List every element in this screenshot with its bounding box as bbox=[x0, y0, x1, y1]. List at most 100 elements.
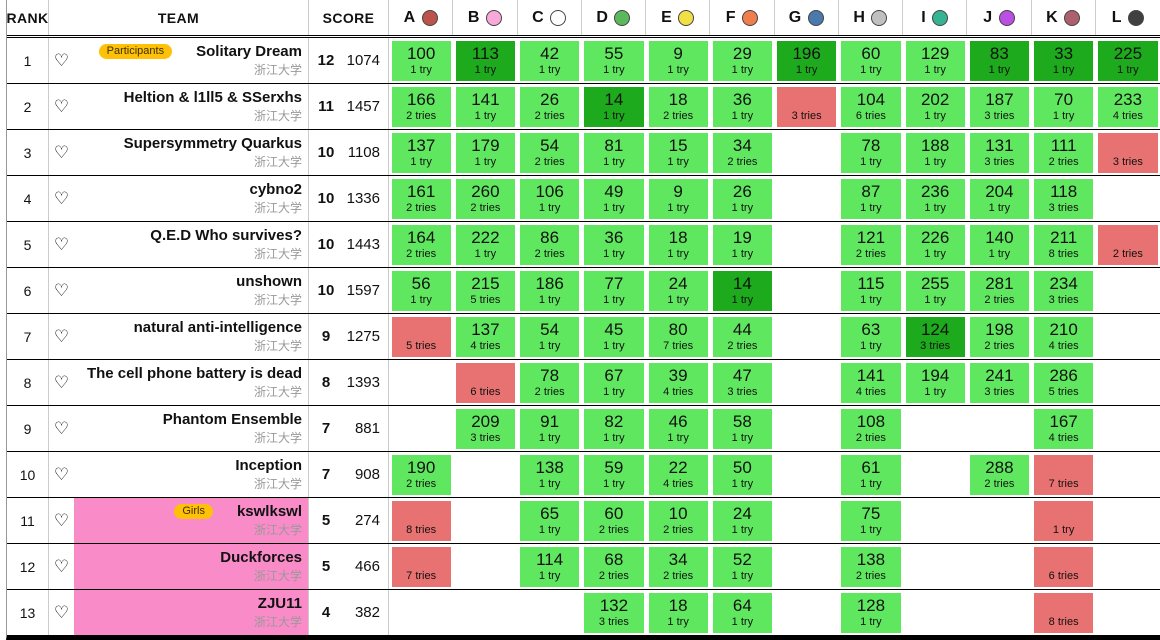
favorite-button[interactable]: ♡ bbox=[53, 419, 70, 438]
tries-count: 1 try bbox=[924, 156, 946, 168]
result-box: 281 2 tries bbox=[969, 270, 1029, 311]
header-problem-f: F bbox=[710, 0, 775, 35]
tries-count: 4 tries bbox=[855, 386, 886, 398]
favorite-button[interactable]: ♡ bbox=[53, 373, 70, 392]
favorite-button[interactable]: ♡ bbox=[53, 557, 70, 576]
team-name: Q.E.D Who survives? bbox=[150, 227, 302, 244]
tries-count: 1 try bbox=[731, 432, 754, 444]
solve-time: 54 bbox=[540, 136, 560, 155]
team-affiliation: 浙江大学 bbox=[253, 339, 302, 353]
result-box: 7 tries bbox=[391, 546, 451, 587]
solve-time: 161 bbox=[406, 182, 436, 201]
favorite-button[interactable]: ♡ bbox=[53, 143, 70, 162]
favorite-button[interactable]: ♡ bbox=[53, 327, 70, 346]
tries-count: 4 tries bbox=[470, 340, 501, 352]
problem-cell-b: 179 1 try bbox=[453, 130, 517, 175]
favorite-cell: ♡ bbox=[49, 38, 74, 83]
favorite-button[interactable]: ♡ bbox=[53, 281, 70, 300]
favorite-button[interactable]: ♡ bbox=[53, 603, 70, 622]
favorite-button[interactable]: ♡ bbox=[53, 189, 70, 208]
solve-time: 204 bbox=[985, 182, 1014, 201]
problem-cell-h: 75 1 try bbox=[839, 498, 903, 543]
team-name-line: unshown bbox=[74, 273, 302, 290]
problem-letter: G bbox=[788, 8, 802, 26]
favorite-button[interactable]: ♡ bbox=[53, 97, 70, 116]
solve-time: 288 bbox=[985, 458, 1014, 477]
result-box: 286 5 tries bbox=[1034, 362, 1094, 403]
result-box: 211 8 tries bbox=[1034, 224, 1094, 265]
problem-cell-a bbox=[389, 360, 453, 405]
team-affiliation: 浙江大学 bbox=[253, 615, 302, 629]
rank-cell: 8 bbox=[7, 360, 49, 405]
team-affiliation: 浙江大学 bbox=[253, 293, 302, 307]
problem-cell-g bbox=[775, 222, 839, 267]
tries-count: 2 tries bbox=[1112, 248, 1143, 260]
problem-cell-g: 196 1 try bbox=[775, 38, 839, 83]
solve-time: 36 bbox=[732, 90, 752, 109]
team-cell: The cell phone battery is dead 浙江大学 bbox=[74, 360, 309, 405]
tries-count: 1 try bbox=[474, 248, 497, 260]
tries-count: 1 try bbox=[731, 616, 754, 628]
solve-time: 70 bbox=[1054, 90, 1074, 109]
favorite-button[interactable]: ♡ bbox=[53, 51, 70, 70]
tries-count: 6 tries bbox=[855, 110, 886, 122]
rank-cell: 1 bbox=[7, 38, 49, 83]
team-name-line: Participants Solitary Dream bbox=[74, 43, 302, 60]
tries-count: 2 tries bbox=[727, 156, 758, 168]
problem-cell-b: 141 1 try bbox=[453, 84, 517, 129]
tries-count: 1 try bbox=[538, 340, 561, 352]
result-box: 60 2 tries bbox=[584, 500, 644, 541]
solve-time: 129 bbox=[920, 44, 950, 63]
problem-cell-l bbox=[1096, 406, 1160, 451]
problem-cell-k: 234 3 tries bbox=[1032, 268, 1096, 313]
solve-time: 15 bbox=[668, 136, 688, 155]
solve-time: 80 bbox=[668, 320, 688, 339]
tries-count: 1 try bbox=[731, 110, 754, 122]
problem-cell-e: 18 1 try bbox=[646, 222, 710, 267]
team-name-line: Inception bbox=[74, 457, 302, 474]
solve-time: 124 bbox=[920, 320, 950, 339]
score-cell: 10 1108 bbox=[309, 130, 389, 175]
problem-cell-h: 78 1 try bbox=[839, 130, 903, 175]
result-box: 255 1 try bbox=[905, 270, 965, 311]
problem-cell-k: 167 4 tries bbox=[1032, 406, 1096, 451]
problem-cell-l: 225 1 try bbox=[1096, 38, 1160, 83]
problem-cell-h: 104 6 tries bbox=[839, 84, 903, 129]
result-box: 34 2 tries bbox=[712, 132, 772, 173]
team-cell: Phantom Ensemble 浙江大学 bbox=[74, 406, 309, 451]
problem-cell-d: 132 3 tries bbox=[582, 590, 646, 635]
result-box: 67 1 try bbox=[584, 362, 644, 403]
tries-count: 1 try bbox=[860, 616, 882, 628]
problem-cell-i bbox=[903, 590, 967, 635]
problem-cell-g bbox=[775, 544, 839, 589]
favorite-button[interactable]: ♡ bbox=[53, 465, 70, 484]
problem-cell-g bbox=[775, 406, 839, 451]
favorite-button[interactable]: ♡ bbox=[53, 511, 70, 530]
solve-time: 58 bbox=[732, 412, 752, 431]
problem-cell-e: 15 1 try bbox=[646, 130, 710, 175]
result-box: 225 1 try bbox=[1098, 40, 1158, 81]
solved-count: 4 bbox=[321, 604, 331, 621]
result-box: 33 1 try bbox=[1034, 40, 1094, 81]
problem-cell-h: 61 1 try bbox=[839, 452, 903, 497]
penalty-time: 1443 bbox=[346, 236, 380, 253]
solve-time: 115 bbox=[857, 274, 885, 293]
result-box: 24 1 try bbox=[712, 500, 772, 541]
result-box: 3 tries bbox=[1098, 132, 1158, 173]
problem-letter: D bbox=[596, 8, 609, 26]
balloon-icon bbox=[614, 9, 631, 26]
tries-count: 1 try bbox=[988, 64, 1011, 76]
tries-count: 1 try bbox=[860, 202, 882, 214]
problem-cell-c: 138 1 try bbox=[518, 452, 582, 497]
solve-time: 281 bbox=[985, 274, 1014, 293]
problem-cell-l: 3 tries bbox=[1096, 130, 1160, 175]
problem-cell-e: 46 1 try bbox=[646, 406, 710, 451]
problem-cell-f: 64 1 try bbox=[710, 590, 774, 635]
tries-count: 5 tries bbox=[1048, 386, 1079, 398]
favorite-button[interactable]: ♡ bbox=[53, 235, 70, 254]
tries-count: 1 try bbox=[731, 570, 754, 582]
solve-time: 100 bbox=[406, 44, 436, 63]
problem-cell-h: 60 1 try bbox=[839, 38, 903, 83]
solve-time: 14 bbox=[604, 90, 624, 109]
problem-cell-k: 7 tries bbox=[1032, 452, 1096, 497]
